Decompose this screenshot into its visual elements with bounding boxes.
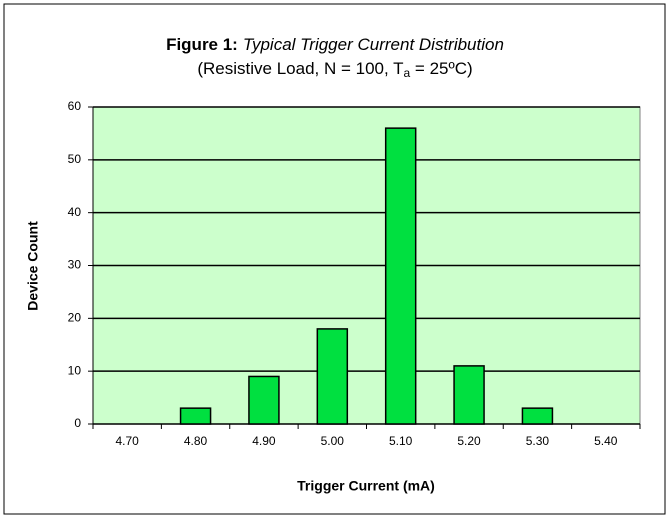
- y-tick-label: 60: [68, 99, 82, 113]
- x-tick-label: 4.90: [252, 434, 276, 448]
- bar: [179, 407, 212, 425]
- x-axis-label: Trigger Current (mA): [297, 478, 435, 494]
- subtitle-part: = 25ºC): [410, 59, 472, 78]
- y-tick-label: 50: [68, 152, 82, 166]
- x-tick-label: 5.30: [526, 434, 550, 448]
- bar: [521, 407, 554, 425]
- x-tick-label: 5.10: [389, 434, 413, 448]
- y-tick-label: 10: [68, 363, 82, 377]
- y-tick-label: 0: [74, 416, 81, 430]
- subtitle-part: (Resistive Load, N = 100, T: [197, 59, 403, 78]
- chart-title: Figure 1: Typical Trigger Current Distrib…: [166, 35, 504, 54]
- chart-subtitle: (Resistive Load, N = 100, Ta = 25ºC): [197, 59, 472, 80]
- bar: [453, 365, 485, 425]
- bar: [384, 127, 417, 425]
- subtitle-subscript: a: [404, 66, 411, 80]
- x-tick-label: 5.20: [457, 434, 481, 448]
- y-axis-label: Device Count: [25, 221, 41, 311]
- y-tick-label: 30: [68, 258, 82, 272]
- bar: [316, 328, 349, 425]
- title-text: Typical Trigger Current Distribution: [243, 35, 504, 54]
- y-tick-label: 20: [68, 311, 82, 325]
- bar: [248, 375, 280, 425]
- x-tick-label: 4.80: [184, 434, 208, 448]
- title-label: Figure 1:: [166, 35, 238, 54]
- x-tick-label: 5.40: [594, 434, 618, 448]
- x-tick-label: 4.70: [116, 434, 140, 448]
- y-tick-label: 40: [68, 205, 82, 219]
- x-tick-label: 5.00: [321, 434, 345, 448]
